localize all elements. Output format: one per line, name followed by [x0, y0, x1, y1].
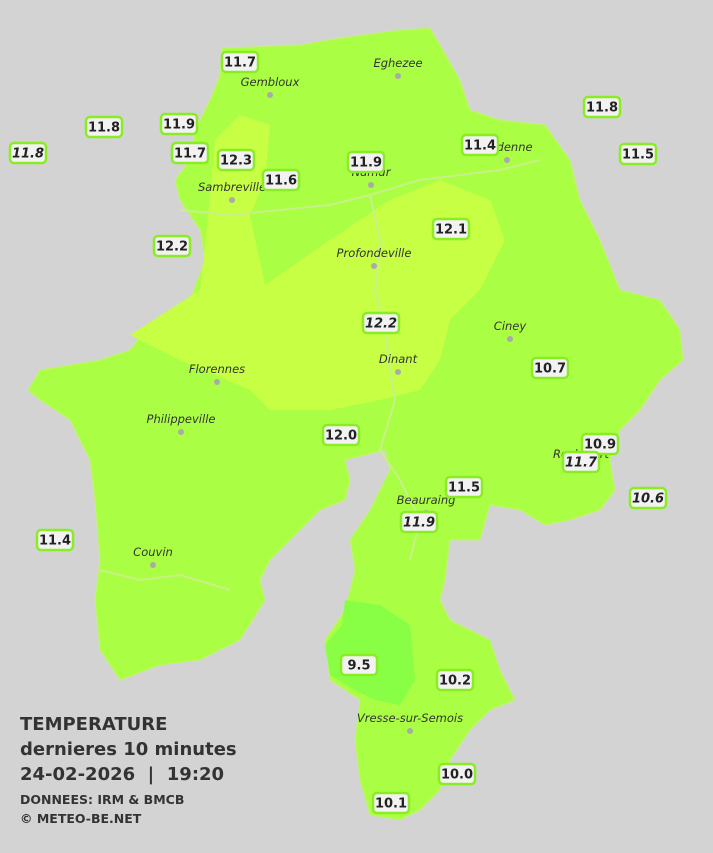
station-badge [431, 217, 471, 241]
station-temperature: 12.2 [365, 317, 397, 332]
station-badge [35, 528, 75, 552]
station-temperature: 11.5 [448, 481, 480, 496]
town-dot [178, 429, 184, 435]
station-temperature: 10.0 [441, 768, 473, 783]
river [369, 194, 422, 561]
station-temperature: 11.7 [224, 56, 256, 71]
station-temperature: 11.5 [622, 148, 654, 163]
station-temperature: 11.7 [174, 147, 206, 162]
town-dot [371, 263, 377, 269]
station-temperature: 10.6 [632, 492, 664, 507]
station-temperature: 11.9 [163, 118, 195, 133]
station-temperature: 9.5 [347, 659, 370, 674]
town-label: Couvin [133, 545, 173, 559]
station-temperature: 10.7 [534, 362, 566, 377]
station-badge [84, 115, 124, 139]
station-badge [159, 112, 199, 136]
town-dot [214, 379, 220, 385]
town-dot [504, 157, 510, 163]
legend-subtitle: dernieres 10 minutes [20, 739, 237, 760]
legend-copyright: © METEO-BE.NET [20, 811, 142, 826]
legend-title: TEMPERATURE [20, 714, 167, 735]
station-temperature: 12.0 [325, 429, 357, 444]
station-badge [580, 432, 620, 456]
station-badge [561, 450, 601, 474]
station-temperature: 12.2 [156, 240, 188, 255]
warm-zone [130, 115, 505, 410]
town-dot [407, 728, 413, 734]
station-temperature: 10.9 [584, 438, 616, 453]
station-temperature: 12.1 [435, 223, 467, 238]
town-label: Profondeville [337, 246, 412, 260]
town-dot [229, 197, 235, 203]
town-label: Sambreville [198, 180, 266, 194]
town-label: Beauraing [397, 493, 456, 507]
station-badge [618, 142, 658, 166]
town-label: Dinant [379, 352, 418, 366]
station-temperature: 11.9 [403, 516, 435, 531]
station-badge [444, 475, 484, 499]
station-badge [261, 168, 301, 192]
town-dot [267, 92, 273, 98]
station-badge [361, 311, 401, 335]
station-temperature: 11.4 [464, 139, 496, 154]
station-temperature: 11.9 [350, 156, 382, 171]
station-badge [220, 50, 260, 74]
station-badge [530, 356, 570, 380]
town-dot [507, 336, 513, 342]
town-label: Ciney [494, 319, 527, 333]
town-label: Florennes [189, 362, 245, 376]
station-temperature: 11.6 [265, 174, 297, 189]
station-badge [339, 653, 379, 677]
station-badge [437, 762, 477, 786]
station-badge [435, 668, 475, 692]
town-label: Vresse-sur-Semois [357, 711, 463, 725]
station-temperature: 11.8 [88, 121, 120, 136]
station-badge [152, 234, 192, 258]
town-label: Gembloux [241, 75, 300, 89]
station-temperature: 11.7 [565, 456, 598, 471]
station-badge [346, 150, 386, 174]
station-temperature: 11.8 [12, 147, 44, 162]
town-dot [150, 562, 156, 568]
legend-source: DONNEES: IRM & BMCB [20, 792, 184, 807]
station-temperature: 11.8 [586, 101, 618, 116]
station-temperature: 10.2 [439, 674, 471, 689]
station-badge [8, 141, 48, 165]
station-badge [216, 148, 256, 172]
town-dot [395, 369, 401, 375]
station-badge [399, 510, 439, 534]
river [99, 569, 231, 591]
station-temperature: 12.3 [220, 154, 252, 169]
town-label: Eghezee [373, 56, 422, 70]
cool-zone [325, 600, 415, 705]
town-dot [368, 182, 374, 188]
legend-datetime: 24-02-2026 | 19:20 [20, 764, 224, 785]
station-badge [628, 486, 668, 510]
station-badge [460, 133, 500, 157]
town-dot [395, 73, 401, 79]
town-label: Philippeville [147, 412, 216, 426]
station-temperature: 11.4 [39, 534, 71, 549]
station-badge [371, 791, 411, 815]
station-badge [321, 423, 361, 447]
station-badge [170, 141, 210, 165]
station-badge [582, 95, 622, 119]
station-temperature: 10.1 [375, 797, 407, 812]
